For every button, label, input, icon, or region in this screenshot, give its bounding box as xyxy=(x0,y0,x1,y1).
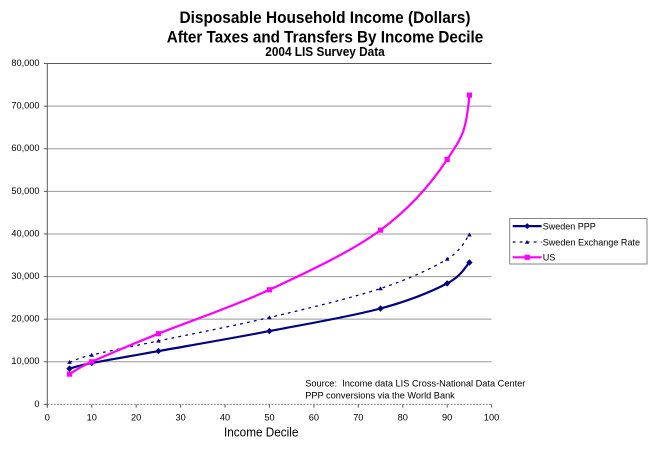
svg-text:10,000: 10,000 xyxy=(11,356,39,366)
svg-text:50: 50 xyxy=(264,413,274,423)
svg-text:50,000: 50,000 xyxy=(11,186,39,196)
svg-text:40,000: 40,000 xyxy=(11,228,39,238)
svg-text:20: 20 xyxy=(131,413,141,423)
svg-text:100: 100 xyxy=(484,413,499,423)
svg-text:0: 0 xyxy=(45,413,50,423)
svg-text:Income Decile: Income Decile xyxy=(224,425,298,440)
svg-text:30: 30 xyxy=(175,413,185,423)
svg-text:0: 0 xyxy=(34,399,39,409)
svg-text:After Taxes and Transfers By I: After Taxes and Transfers By Income Deci… xyxy=(167,29,484,47)
svg-text:60: 60 xyxy=(309,413,319,423)
svg-text:Sweden PPP: Sweden PPP xyxy=(543,222,596,233)
svg-text:90: 90 xyxy=(442,413,452,423)
svg-text:80: 80 xyxy=(398,413,408,423)
svg-text:70: 70 xyxy=(353,413,363,423)
svg-text:Disposable Household Income (D: Disposable Household Income (Dollars) xyxy=(180,9,471,27)
svg-text:PPP conversions via the World: PPP conversions via the World Bank xyxy=(305,391,455,402)
svg-text:60,000: 60,000 xyxy=(11,143,39,153)
svg-text:Sweden Exchange Rate: Sweden Exchange Rate xyxy=(543,237,640,248)
svg-text:US: US xyxy=(543,253,556,264)
svg-text:70,000: 70,000 xyxy=(11,101,39,111)
svg-text:10: 10 xyxy=(87,413,97,423)
svg-text:20,000: 20,000 xyxy=(11,314,39,324)
svg-text:40: 40 xyxy=(220,413,230,423)
svg-text:Source: Income data LIS Cross: Source: Income data LIS Cross-National D… xyxy=(305,379,526,390)
svg-text:2004 LIS Survey Data: 2004 LIS Survey Data xyxy=(265,44,385,59)
svg-text:30,000: 30,000 xyxy=(11,271,39,281)
svg-text:80,000: 80,000 xyxy=(11,58,39,68)
